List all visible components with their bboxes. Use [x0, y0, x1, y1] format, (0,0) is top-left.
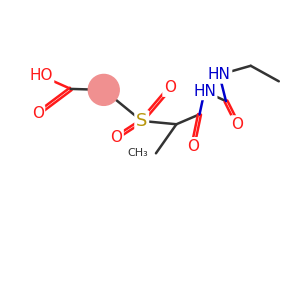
Text: O: O [164, 80, 176, 95]
Text: O: O [187, 139, 199, 154]
Text: O: O [110, 130, 122, 145]
Text: O: O [232, 117, 244, 132]
Text: HO: HO [29, 68, 53, 83]
Text: HN: HN [193, 84, 216, 99]
Text: HN: HN [208, 67, 231, 82]
Circle shape [88, 74, 119, 105]
Text: S: S [136, 112, 147, 130]
Text: O: O [32, 106, 44, 121]
Text: CH₃: CH₃ [128, 148, 148, 158]
